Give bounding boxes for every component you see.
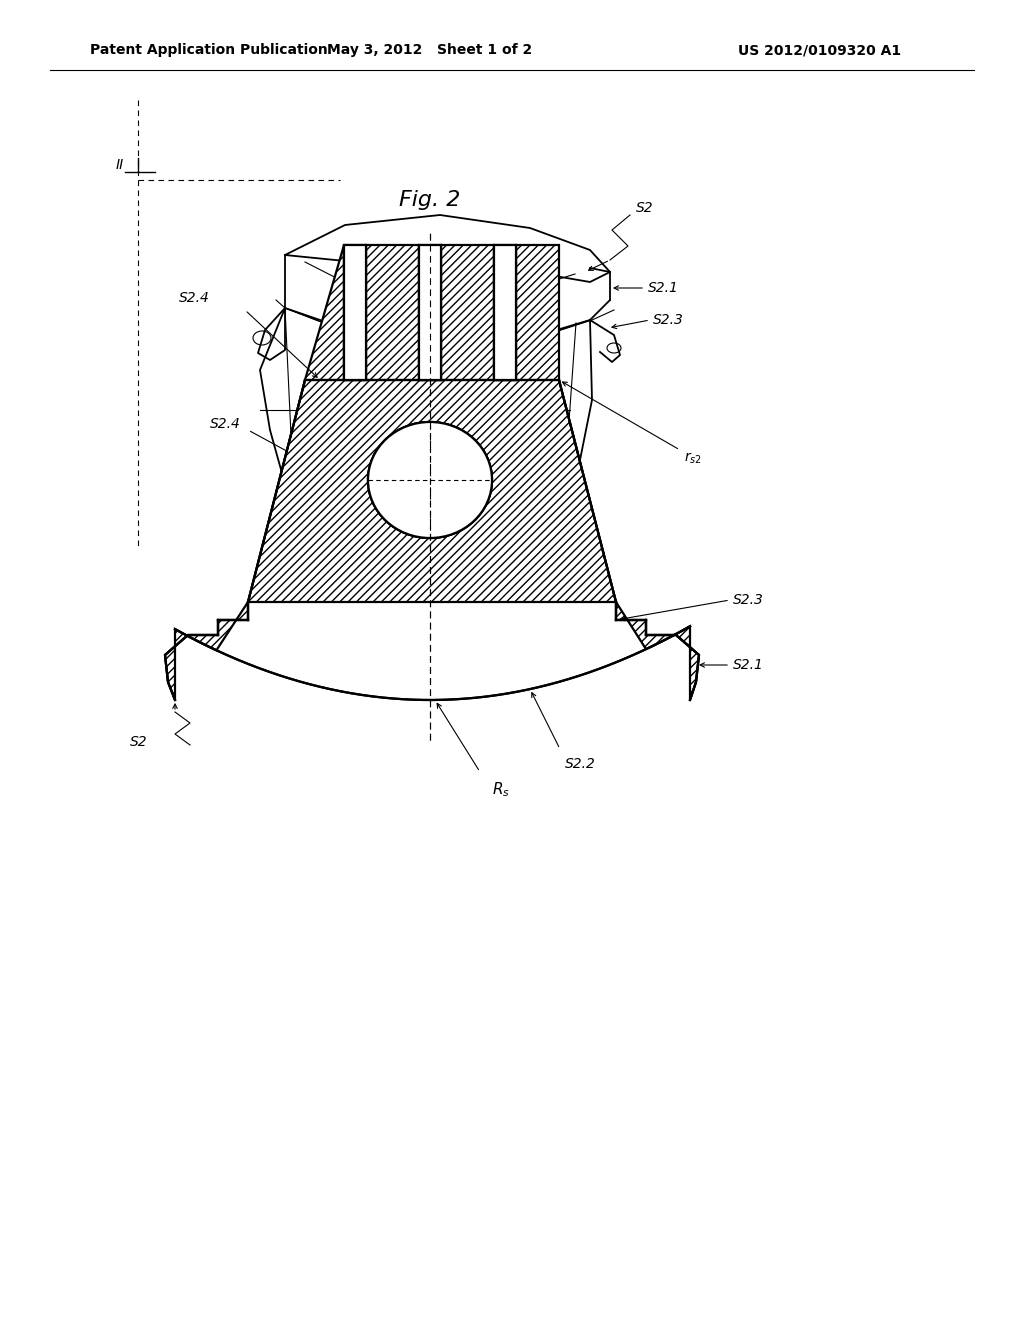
Text: Fig. 1: Fig. 1 — [399, 554, 461, 576]
Text: Fig. 2: Fig. 2 — [399, 190, 461, 210]
Text: S2: S2 — [130, 735, 148, 748]
Text: S2.1: S2.1 — [733, 657, 764, 672]
Text: S2.2: S2.2 — [565, 758, 596, 771]
Text: $R_s$: $R_s$ — [492, 780, 510, 800]
Text: May 3, 2012   Sheet 1 of 2: May 3, 2012 Sheet 1 of 2 — [328, 44, 532, 57]
Text: II: II — [116, 158, 124, 172]
Text: Patent Application Publication: Patent Application Publication — [90, 44, 328, 57]
Bar — [494, 246, 516, 380]
Text: S2: S2 — [636, 201, 653, 215]
Polygon shape — [616, 602, 699, 700]
Ellipse shape — [368, 422, 492, 539]
Ellipse shape — [368, 422, 492, 539]
Bar — [494, 246, 516, 380]
Text: S2.4: S2.4 — [179, 290, 210, 305]
Polygon shape — [165, 602, 248, 700]
Text: S2.3: S2.3 — [733, 593, 764, 607]
Ellipse shape — [368, 422, 492, 539]
Bar — [344, 246, 366, 380]
Bar — [419, 246, 441, 380]
Text: S2.4: S2.4 — [210, 417, 241, 432]
Polygon shape — [248, 246, 616, 602]
Text: US 2012/0109320 A1: US 2012/0109320 A1 — [738, 44, 901, 57]
Text: $r_{s2}$: $r_{s2}$ — [684, 450, 702, 466]
Bar — [419, 246, 441, 380]
Text: S2.3: S2.3 — [653, 313, 684, 327]
Bar — [344, 246, 366, 380]
Text: S2.1: S2.1 — [648, 281, 679, 294]
